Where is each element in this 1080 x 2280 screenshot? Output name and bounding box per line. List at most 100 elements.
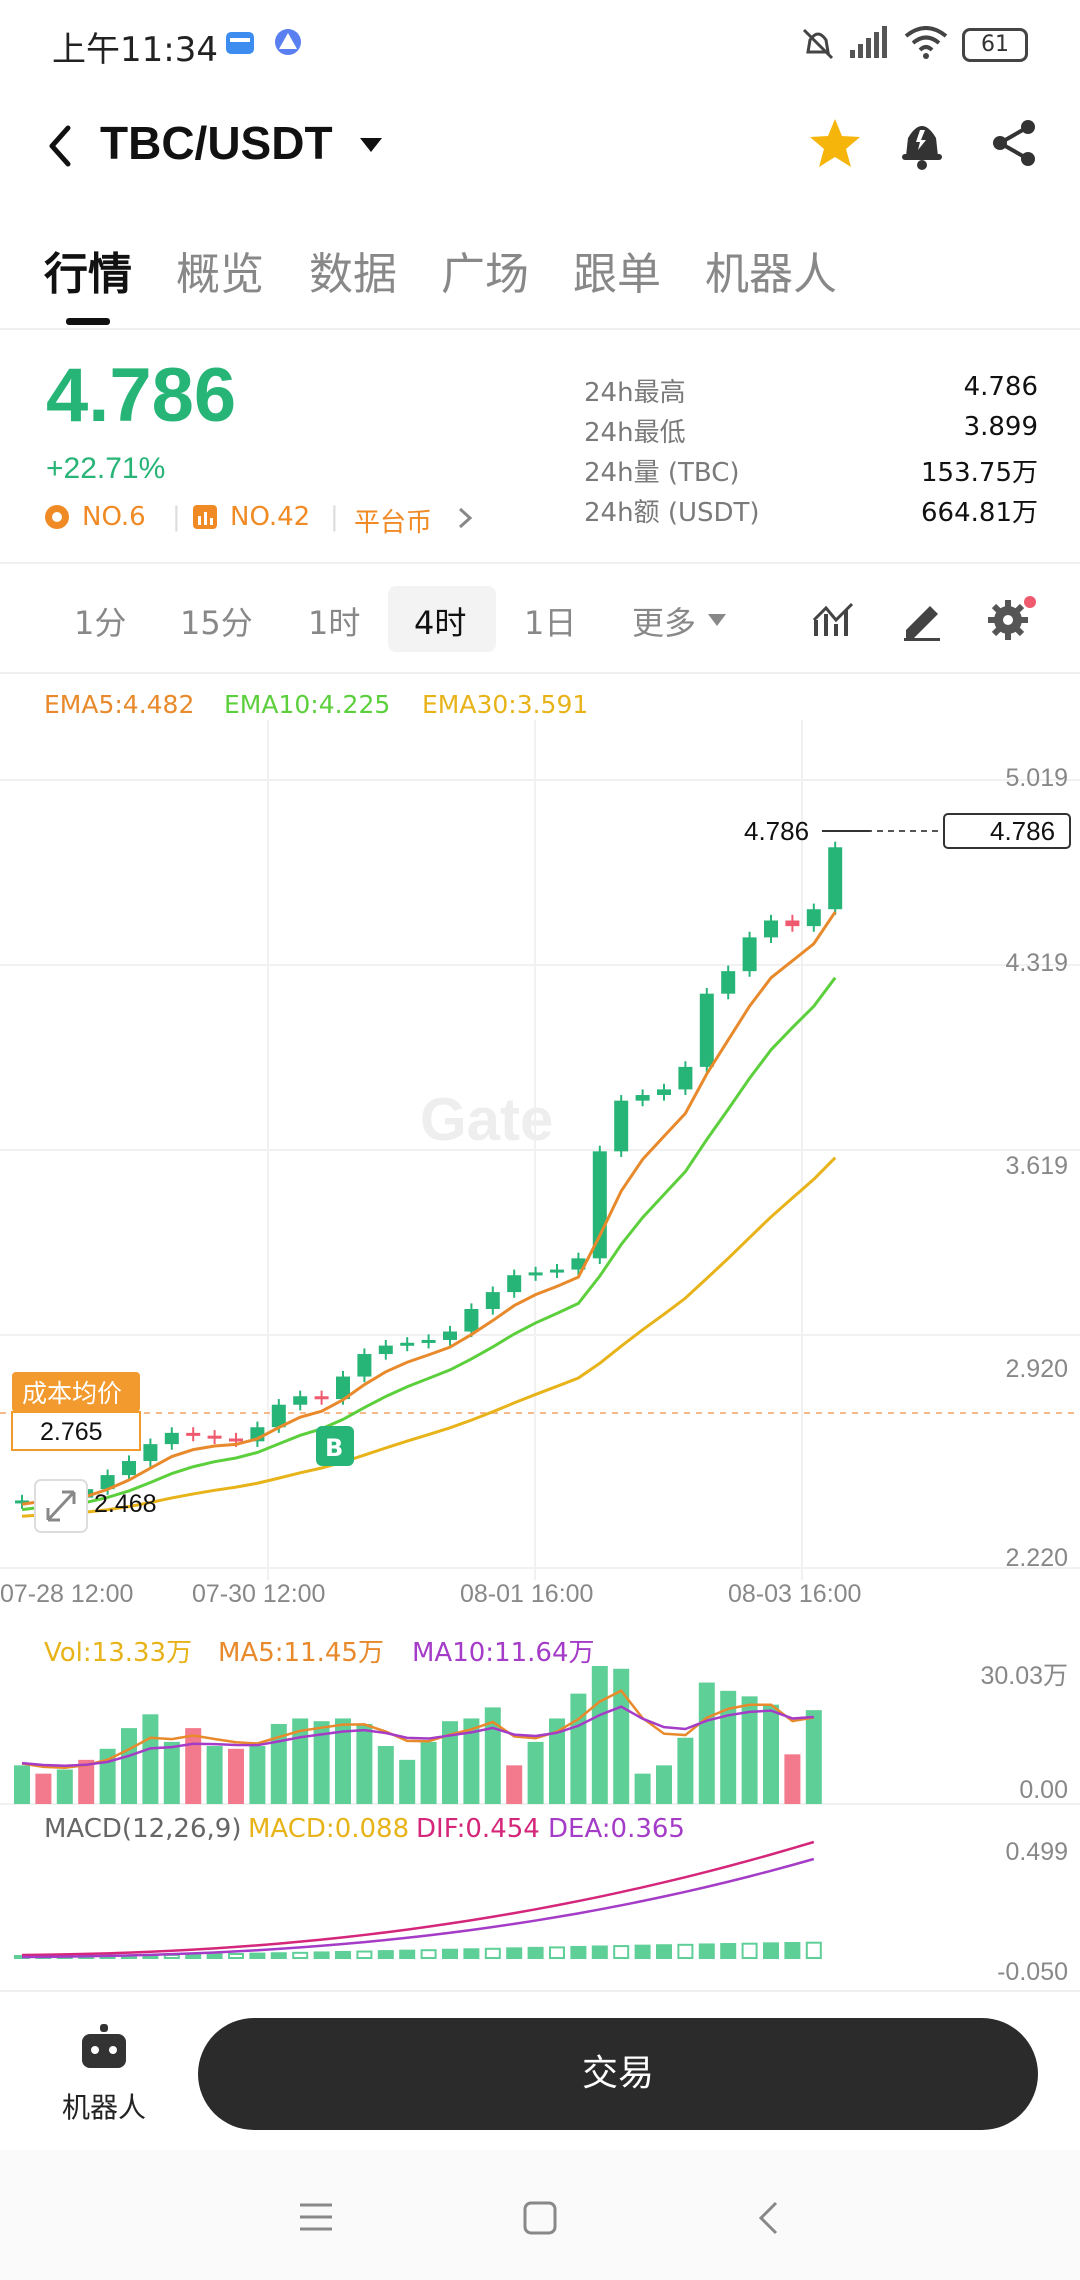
candle — [293, 1396, 308, 1405]
rank-badge-1[interactable]: NO.6 — [82, 502, 146, 532]
candle — [378, 1345, 393, 1355]
pair-title[interactable]: TBC/USDT — [100, 117, 333, 169]
tab-data[interactable]: 数据 — [309, 249, 397, 300]
volume-bar — [163, 1741, 180, 1804]
stat-label: 24h量 (TBC) — [584, 458, 740, 488]
volume-chart[interactable] — [0, 1660, 1080, 1806]
volume-bar — [121, 1728, 137, 1804]
interval-active-bg — [388, 586, 496, 652]
volume-bar — [313, 1721, 330, 1804]
back-icon[interactable] — [44, 122, 76, 170]
volume-bar — [335, 1718, 351, 1804]
volume-bars — [14, 1666, 822, 1804]
nav-back-icon[interactable] — [756, 2200, 780, 2236]
interval-1d[interactable]: 1日 — [524, 604, 577, 642]
trade-button[interactable]: 交易 — [198, 2018, 1038, 2130]
rank-badge-2[interactable]: NO.42 — [230, 502, 311, 532]
tab-square[interactable]: 广场 — [441, 249, 529, 300]
y-tick: 5.019 — [1005, 764, 1068, 792]
battery-icon: 61 — [962, 28, 1028, 62]
candle — [528, 1272, 543, 1276]
candle — [143, 1444, 158, 1462]
interval-more[interactable]: 更多 — [632, 604, 697, 642]
alert-bell-icon[interactable] — [898, 116, 946, 170]
volume-bar — [56, 1769, 73, 1804]
ema30-label: EMA30:3.591 — [422, 690, 589, 719]
cost-badge[interactable] — [12, 1372, 140, 1412]
star-icon[interactable] — [808, 116, 862, 170]
volume-bar — [506, 1765, 523, 1804]
macd-bar — [206, 1953, 223, 1959]
dif-line — [21, 1840, 815, 1957]
volume-bar — [656, 1765, 672, 1804]
stat-value: 3.899 — [963, 412, 1038, 442]
macd-bar — [527, 1946, 544, 1960]
price-change: +22.71% — [46, 452, 166, 485]
y-tick: 2.920 — [1005, 1355, 1068, 1383]
candle — [122, 1461, 136, 1476]
ema30-line — [21, 1156, 837, 1518]
robot-label[interactable]: 机器人 — [62, 2091, 147, 2124]
separator: | — [172, 502, 181, 532]
buy-marker[interactable] — [316, 1426, 354, 1466]
macd-bar — [613, 1945, 630, 1959]
category-tag[interactable]: 平台币 — [354, 508, 433, 538]
tab-copy-trading[interactable]: 跟单 — [573, 249, 661, 300]
tab-robot[interactable]: 机器人 — [705, 249, 837, 300]
status-time: 上午11:34 — [52, 30, 218, 70]
interval-bar: 1分 15分 1时 4时 1日 更多 — [0, 580, 1080, 660]
share-icon[interactable] — [990, 118, 1038, 168]
rank-chart-icon — [193, 505, 217, 529]
macd-bars — [14, 1941, 822, 1960]
y-tick: 3.619 — [1005, 1152, 1068, 1180]
chevron-down-icon[interactable] — [706, 612, 728, 628]
candlestick-chart[interactable]: Gate 4.786 4.786 成本均价 2.765 2.468 B — [0, 720, 1080, 1580]
x-tick: 07-30 12:00 — [192, 1580, 326, 1608]
divider — [0, 328, 1080, 330]
volume-bar — [356, 1723, 373, 1804]
y-tick: 2.220 — [1005, 1544, 1068, 1572]
vol-ma5-line — [21, 1689, 815, 1769]
interval-1h[interactable]: 1时 — [308, 604, 361, 642]
interval-1m[interactable]: 1分 — [74, 604, 127, 642]
macd-bar — [399, 1949, 416, 1960]
chevron-down-icon[interactable] — [358, 132, 384, 158]
mute-icon — [802, 28, 834, 60]
macd-bar — [591, 1945, 608, 1959]
macd-bar — [313, 1951, 330, 1959]
indicator-icon[interactable] — [812, 598, 856, 642]
macd-bar — [763, 1942, 779, 1959]
last-price-tag-text: 4.786 — [990, 816, 1055, 846]
macd-bar — [656, 1944, 672, 1960]
volume-bar — [720, 1690, 737, 1804]
divider — [0, 1990, 1080, 1992]
interval-4h[interactable]: 4时 — [414, 604, 467, 642]
tab-overview[interactable]: 概览 — [176, 249, 264, 300]
dea-line — [21, 1857, 815, 1959]
macd-chart[interactable] — [0, 1840, 1080, 1980]
stat-value: 664.81万 — [921, 498, 1038, 528]
pair-header: TBC/USDT — [0, 100, 1080, 200]
chevron-right-icon[interactable] — [456, 506, 474, 530]
candle — [100, 1475, 115, 1490]
tab-market[interactable]: 行情 — [44, 249, 132, 300]
cost-label: 成本均价 — [22, 1379, 122, 1408]
settings-gear-icon[interactable] — [988, 596, 1038, 642]
volume-bar — [613, 1668, 630, 1804]
volume-bar — [570, 1693, 587, 1804]
volume-bar — [206, 1746, 223, 1804]
volume-bar — [249, 1746, 266, 1804]
home-icon[interactable] — [522, 2200, 558, 2236]
status-bar: 上午11:34 61 — [0, 0, 1080, 90]
robot-icon[interactable] — [78, 2022, 130, 2074]
candle — [485, 1292, 500, 1309]
candle — [443, 1331, 457, 1340]
draw-pencil-icon[interactable] — [900, 598, 944, 642]
candle — [464, 1308, 479, 1332]
macd-bar — [463, 1948, 480, 1960]
interval-15m[interactable]: 15分 — [180, 604, 253, 642]
menu-icon[interactable] — [298, 2202, 334, 2232]
stat-value: 153.75万 — [921, 458, 1038, 488]
vol-ma10-line — [21, 1705, 814, 1768]
candle — [421, 1339, 436, 1343]
